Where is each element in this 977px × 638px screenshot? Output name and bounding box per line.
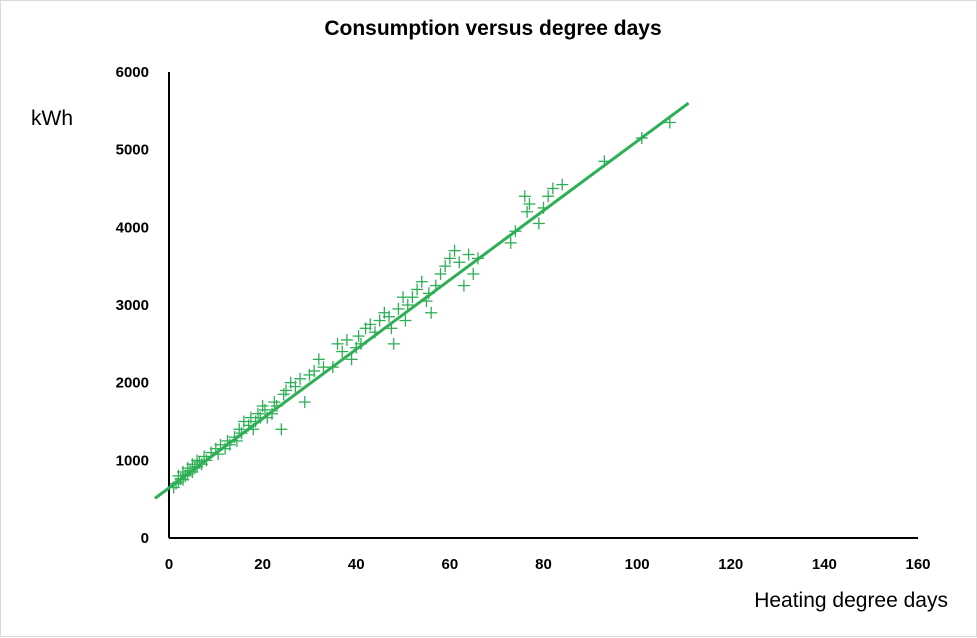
x-tick-label: 20 [254, 556, 271, 573]
data-point [275, 423, 288, 436]
data-point [352, 330, 365, 343]
data-point [415, 275, 428, 288]
data-point [542, 190, 555, 203]
y-tick-label: 2000 [116, 375, 149, 392]
data-point [387, 337, 400, 350]
x-tick-label: 140 [812, 556, 837, 573]
data-points [167, 116, 676, 494]
data-point [340, 333, 353, 346]
data-point [448, 244, 461, 257]
data-point [308, 365, 321, 378]
data-point [434, 267, 447, 280]
data-point [373, 314, 386, 327]
x-tick-label: 160 [905, 556, 930, 573]
data-point [294, 372, 307, 385]
y-tick-label: 5000 [116, 142, 149, 159]
data-point [289, 380, 302, 393]
x-axis-label: Heating degree days [754, 589, 948, 612]
y-tick-label: 4000 [116, 219, 149, 236]
x-tick-label: 120 [718, 556, 743, 573]
data-point [532, 217, 545, 230]
data-point [336, 345, 349, 358]
data-point [523, 198, 536, 211]
data-point [406, 291, 419, 304]
chart-title: Consumption versus degree days [324, 17, 661, 40]
data-point [443, 252, 456, 265]
y-tick-label: 1000 [116, 452, 149, 469]
x-tick-label: 0 [165, 556, 173, 573]
x-tick-label: 40 [348, 556, 365, 573]
y-tick-label: 6000 [116, 64, 149, 81]
data-point [298, 396, 311, 409]
data-point [392, 302, 405, 315]
data-point [258, 403, 271, 416]
tick-labels: 0 1000 2000 3000 4000 5000 6000 0 20 40 60 80 100 120… [116, 64, 931, 573]
data-point [521, 205, 534, 218]
data-point [453, 256, 466, 269]
data-point [411, 283, 424, 296]
data-point [280, 384, 293, 397]
axes [168, 72, 918, 539]
data-point [467, 267, 480, 280]
y-tick-label: 0 [141, 530, 149, 547]
x-tick-label: 60 [442, 556, 459, 573]
y-axis-label: kWh [31, 107, 73, 130]
data-point [401, 299, 414, 311]
data-point [364, 318, 377, 331]
data-point [383, 310, 396, 323]
data-point [518, 190, 531, 203]
x-tick-label: 100 [625, 556, 650, 573]
data-point [312, 353, 325, 366]
x-tick-label: 80 [535, 556, 552, 573]
data-point [425, 306, 438, 319]
data-point [546, 182, 559, 195]
trendline-group [154, 101, 690, 500]
data-point [439, 260, 452, 273]
data-point [556, 178, 569, 191]
data-point [457, 279, 470, 292]
y-tick-label: 3000 [116, 297, 149, 314]
data-point [345, 353, 358, 366]
data-point [399, 314, 412, 327]
data-point [504, 236, 517, 249]
data-point [331, 337, 344, 350]
trendline [154, 101, 690, 500]
data-point [462, 248, 475, 261]
